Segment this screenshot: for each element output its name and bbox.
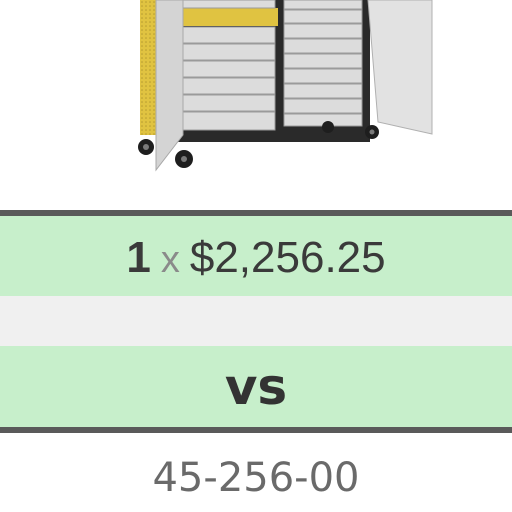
spacer-band — [0, 296, 512, 346]
vs-label: vs — [224, 358, 288, 416]
cabinet-illustration — [138, 0, 433, 172]
quantity-value: 1 — [126, 233, 151, 282]
bottom-divider — [0, 427, 512, 433]
times-symbol: x — [160, 239, 180, 281]
top-divider — [0, 210, 512, 216]
unit-price: $2,256.25 — [189, 233, 386, 282]
product-image[interactable] — [0, 0, 512, 212]
compare-row: vs — [0, 346, 512, 427]
price-row: 1 x $2,256.25 — [0, 216, 512, 296]
product-sku: 45-256-00 — [152, 455, 360, 501]
price-line: 1 x $2,256.25 — [0, 232, 512, 286]
